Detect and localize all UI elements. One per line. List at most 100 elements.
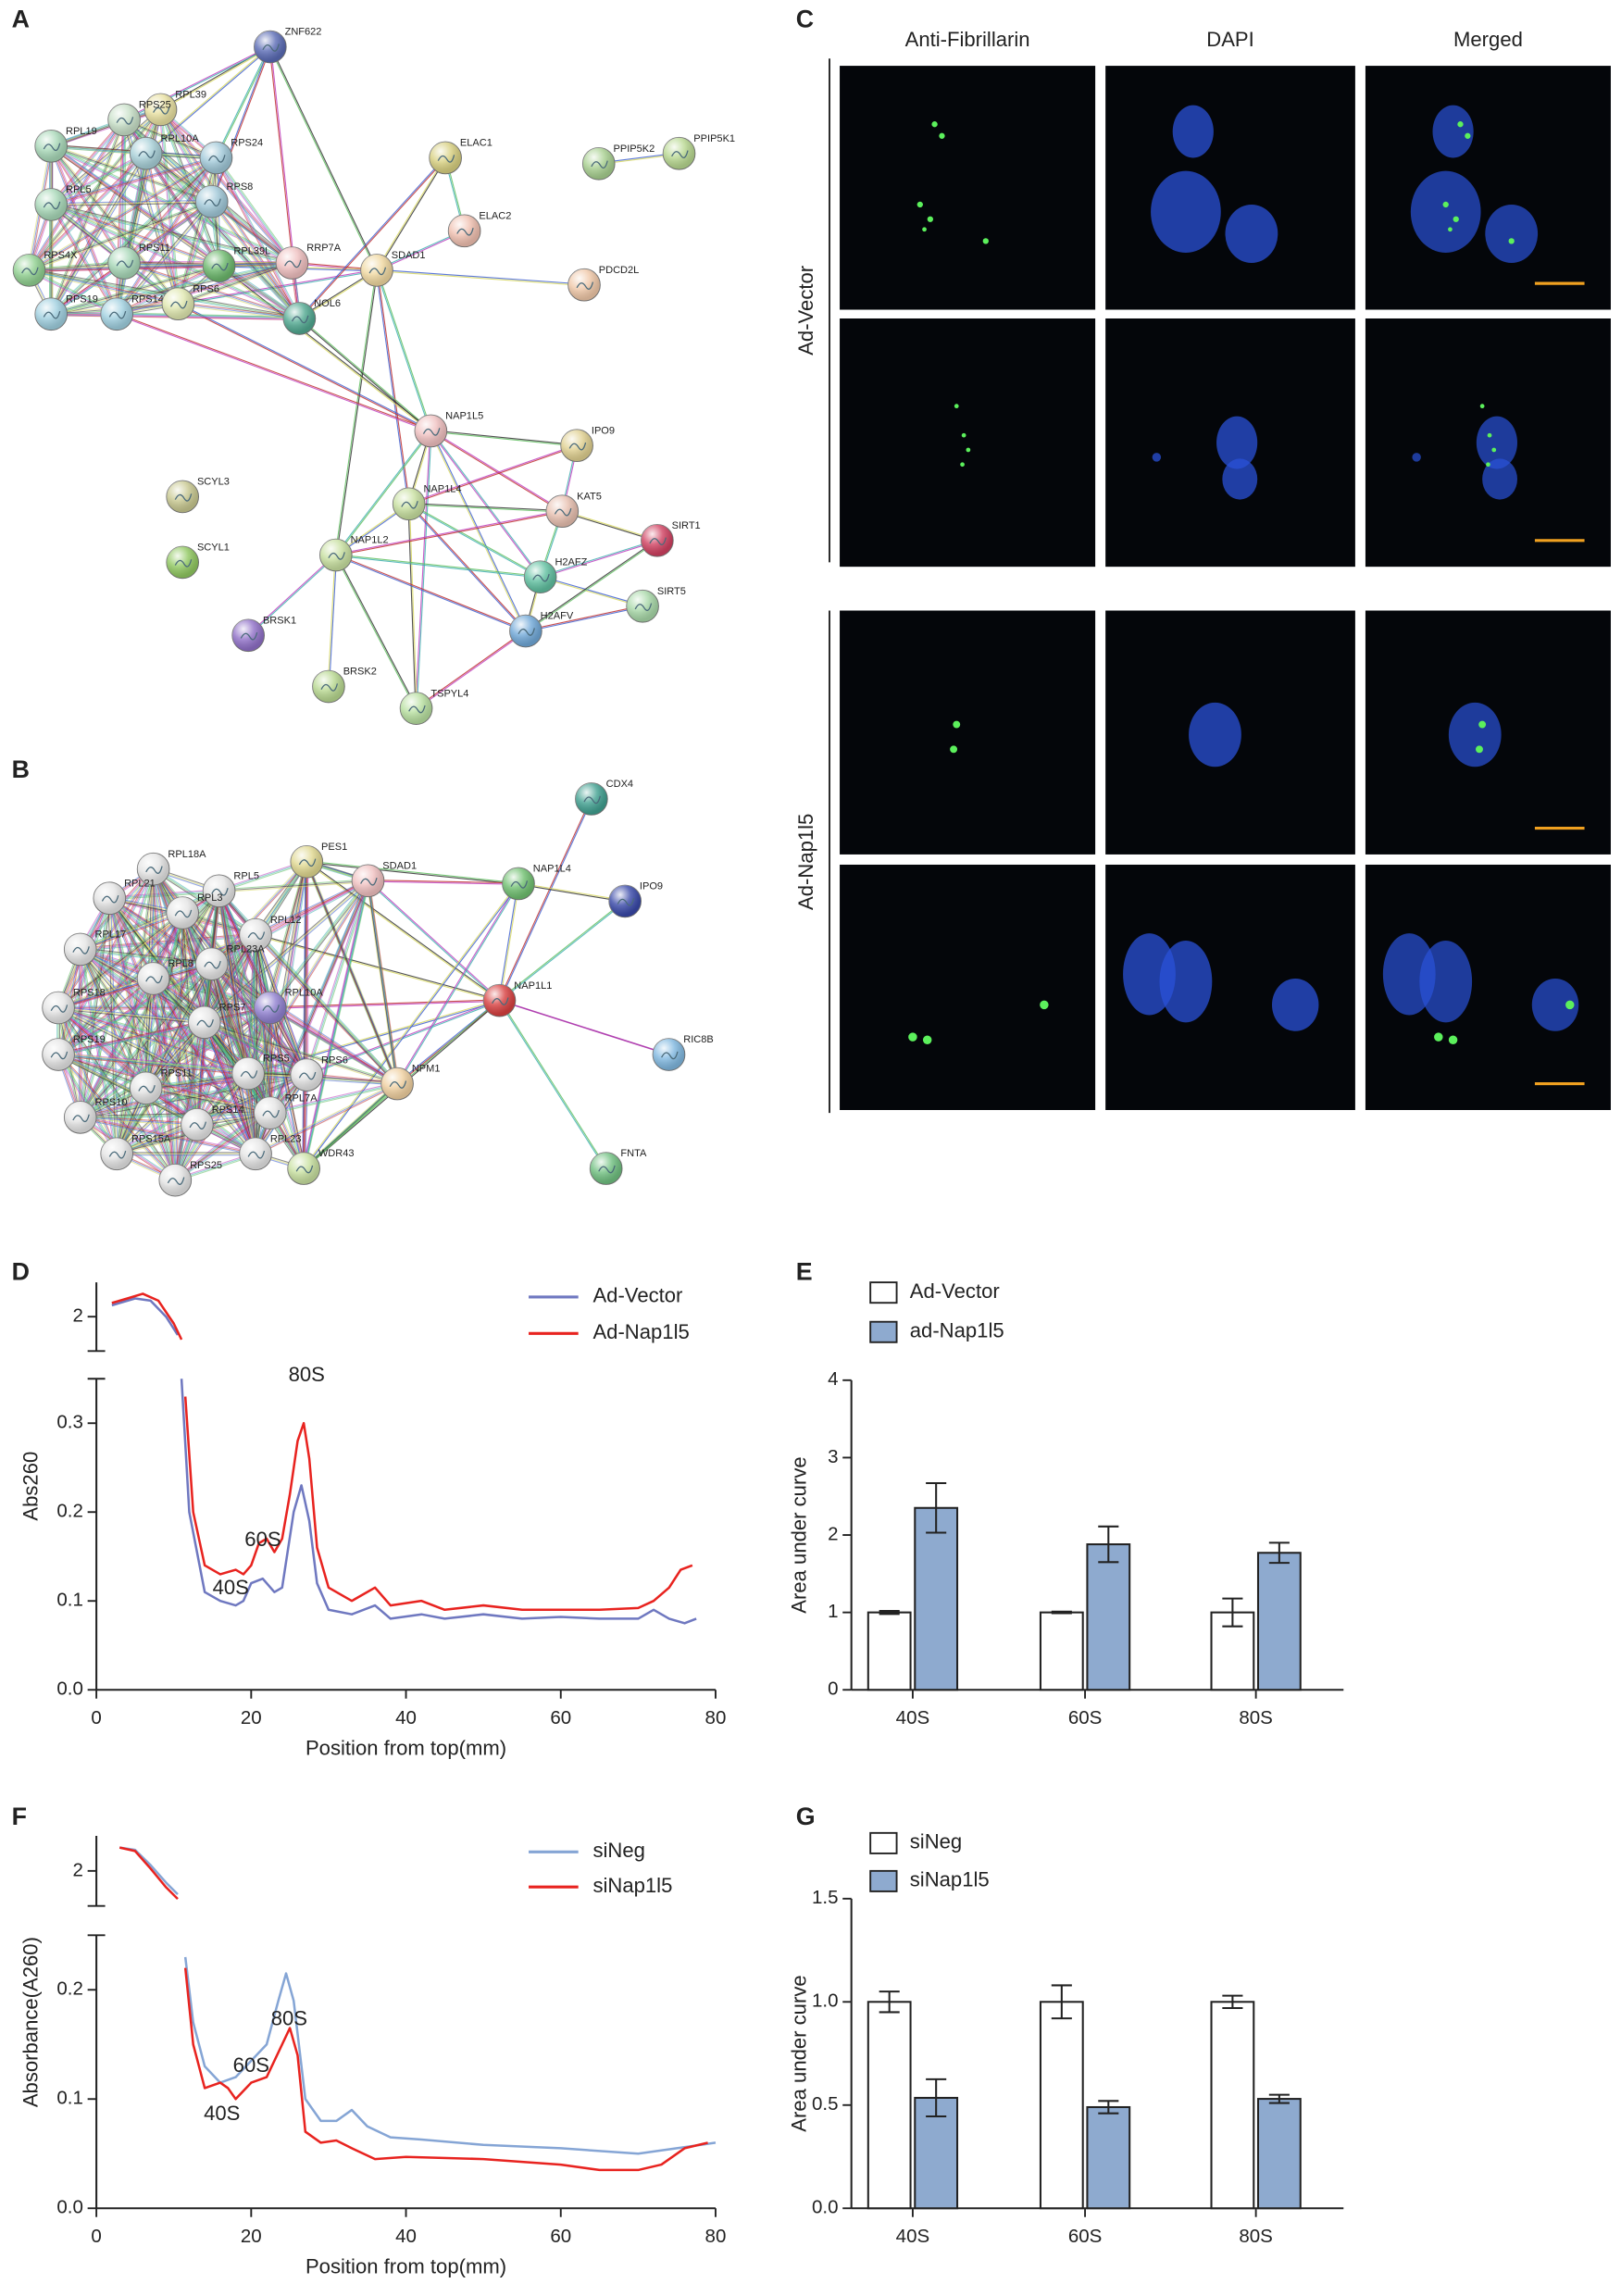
edge [116,157,217,315]
edge [430,430,563,512]
edge [377,269,410,505]
y-tick-label: 1.5 [812,1887,839,1908]
edge [81,913,183,952]
edge [212,962,399,1083]
bar [1039,2001,1084,2210]
node-label: NAP1L4 [423,483,461,494]
legend-swatch [869,1869,898,1892]
micrograph [840,66,1096,310]
node-label: NOL6 [314,298,341,309]
edge [50,261,293,314]
edge [217,891,304,1169]
edge [178,305,300,320]
edge [181,912,249,1074]
edge [408,503,542,578]
node-glyph [389,1080,407,1089]
legend-label: siNap1l5 [592,1874,672,1897]
node-label: SIRT1 [672,520,701,531]
edge [518,882,626,902]
edge [57,1054,249,1076]
nucleolus [1448,227,1453,232]
node-glyph [21,267,39,276]
node-glyph [262,1109,280,1118]
edge [124,158,218,265]
edge [498,798,592,1001]
edge [302,880,368,1168]
edge [304,1084,399,1170]
edge [525,605,643,631]
edge [50,152,146,205]
edge [367,880,397,1084]
edge [430,430,526,632]
nucleolus [953,720,961,729]
node-label: BRSK2 [343,667,377,678]
edge [212,200,301,318]
edge [178,303,431,431]
edge [499,999,607,1169]
annotation: 80S [289,1363,325,1386]
edge [408,503,527,631]
edge [268,880,368,1008]
edge [51,203,220,266]
edge [117,315,300,320]
x-tick-label: 0 [91,1707,101,1728]
edge [415,630,526,709]
legend-label: siNeg [592,1839,644,1862]
edge [217,891,306,1076]
x-tick-label: 40S [896,1707,929,1728]
edge [329,555,338,687]
edge [117,313,300,319]
edge [367,880,398,1084]
node-label: RPL18A [168,849,206,860]
edge [335,555,541,579]
node-label: RPL17 [95,930,127,941]
node-glyph [408,705,426,714]
edge [176,156,216,304]
edge [57,1007,249,1075]
edge [124,261,300,318]
nucleus [1189,702,1241,767]
y-axis-label: Area under curve [787,1456,810,1613]
node-glyph [170,300,188,309]
bar [867,1611,912,1691]
nucleus [1152,453,1162,462]
nucleolus [931,121,938,128]
node-label: WDR43 [318,1148,355,1159]
edge [116,314,431,432]
node-glyph [116,259,134,268]
edge [160,46,271,111]
x-tick-label: 80S [1239,1707,1272,1728]
edge [334,269,377,555]
edge [145,1074,249,1091]
edge [210,202,299,320]
nucleolus [1040,1000,1049,1010]
edge [216,157,293,264]
nucleolus [927,216,934,222]
edge [305,880,369,1076]
edge [50,153,147,206]
x-tick-label: 40 [395,1707,417,1728]
node-glyph [247,1151,266,1159]
edge [159,109,180,305]
edge [305,861,398,1084]
x-axis-label: Position from top(mm) [305,1737,506,1760]
edge [51,203,293,263]
edge [116,264,219,314]
edge [305,999,500,1075]
edge [214,157,292,265]
node-label: RRP7A [306,243,341,254]
bar [1039,1611,1084,1691]
edge [499,799,593,1002]
nucleus [1410,170,1481,254]
y-tick-label: 3 [828,1446,838,1467]
edge [204,1021,307,1076]
nucleus [1482,458,1517,500]
edge [51,202,212,206]
node-label: PDCD2L [599,265,640,276]
edge [58,1005,249,1073]
edge [302,1082,397,1168]
y-tick-label: 0.2 [56,1978,83,2000]
node-glyph [568,442,587,451]
node-label: RPL8 [168,958,193,969]
x-tick-label: 60 [550,1707,571,1728]
